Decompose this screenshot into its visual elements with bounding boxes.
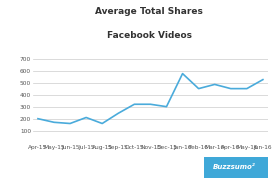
Text: Average Total Shares: Average Total Shares: [95, 7, 203, 16]
Text: Buzzsumo²: Buzzsumo²: [213, 165, 256, 170]
Text: Facebook Videos: Facebook Videos: [107, 31, 192, 40]
